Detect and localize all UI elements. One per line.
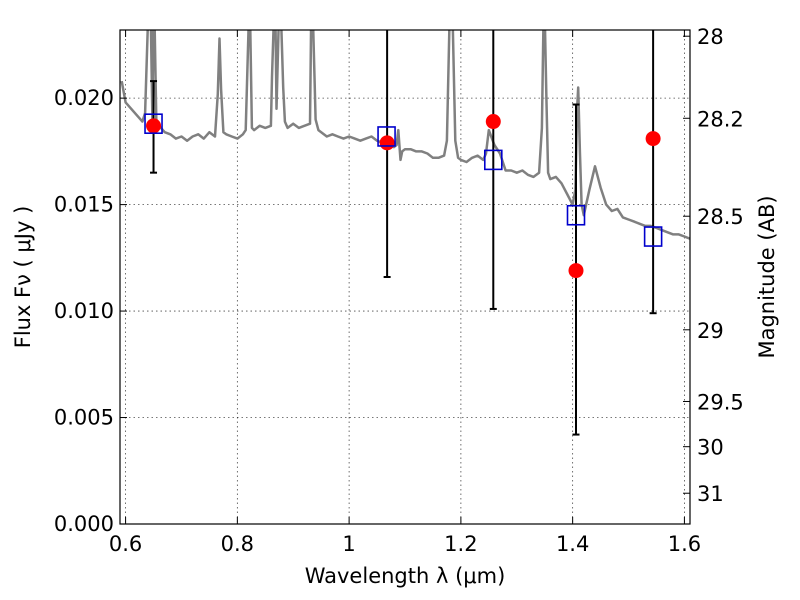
magnitude-tick-label: 28.2: [697, 107, 744, 131]
observed-point: [146, 118, 162, 134]
magnitude-axis: 28 28.2 28.5 29 29.5 30 31: [683, 25, 744, 506]
model-photometry-square: [144, 113, 163, 134]
observed-points: [146, 114, 661, 279]
model-photometry-square: [483, 149, 503, 171]
x-tick-label: 1.4: [556, 532, 589, 556]
x-axis: 0.6 0.8 1 1.2 1.4 1.6: [109, 30, 701, 556]
magnitude-tick-label: 28.5: [697, 205, 744, 229]
model-photometry-square: [377, 126, 396, 147]
x-tick-label: 1.2: [444, 532, 477, 556]
model-photometry-square: [643, 226, 663, 247]
y-tick-label: 0.005: [54, 406, 114, 430]
x-tick-label: 0.8: [221, 532, 254, 556]
model-photometry-square: [566, 204, 586, 226]
magnitude-tick-label: 29: [697, 319, 724, 343]
observed-point: [485, 114, 501, 130]
observed-point: [645, 131, 661, 147]
y-tick-label: 0.020: [54, 86, 114, 110]
y-tick-label: 0.000: [54, 512, 114, 536]
plot-background: [120, 30, 690, 524]
grid-lines: [120, 30, 690, 524]
magnitude-tick-label: 29.5: [697, 390, 744, 414]
y-tick-label: 0.015: [54, 193, 114, 217]
y-tick-label: 0.010: [54, 299, 114, 323]
model-photometry-points: [144, 113, 663, 247]
magnitude-tick-label: 31: [697, 482, 724, 506]
y-axis: 0.000 0.005 0.010 0.015 0.020: [54, 86, 127, 536]
x-tick-label: 1: [342, 532, 355, 556]
magnitude-tick-label: 30: [697, 436, 724, 460]
magnitude-axis-label: Magnitude (AB): [755, 195, 779, 358]
x-axis-label: Wavelength λ (μm): [305, 564, 506, 588]
x-tick-label: 0.6: [109, 532, 142, 556]
magnitude-tick-label: 28: [697, 25, 724, 49]
observed-point: [568, 263, 584, 279]
y-axis-label: Flux Fν ( μJy ): [11, 206, 35, 349]
plot-frame: [119, 29, 691, 525]
x-tick-label: 1.6: [668, 532, 701, 556]
observed-point: [379, 135, 395, 151]
